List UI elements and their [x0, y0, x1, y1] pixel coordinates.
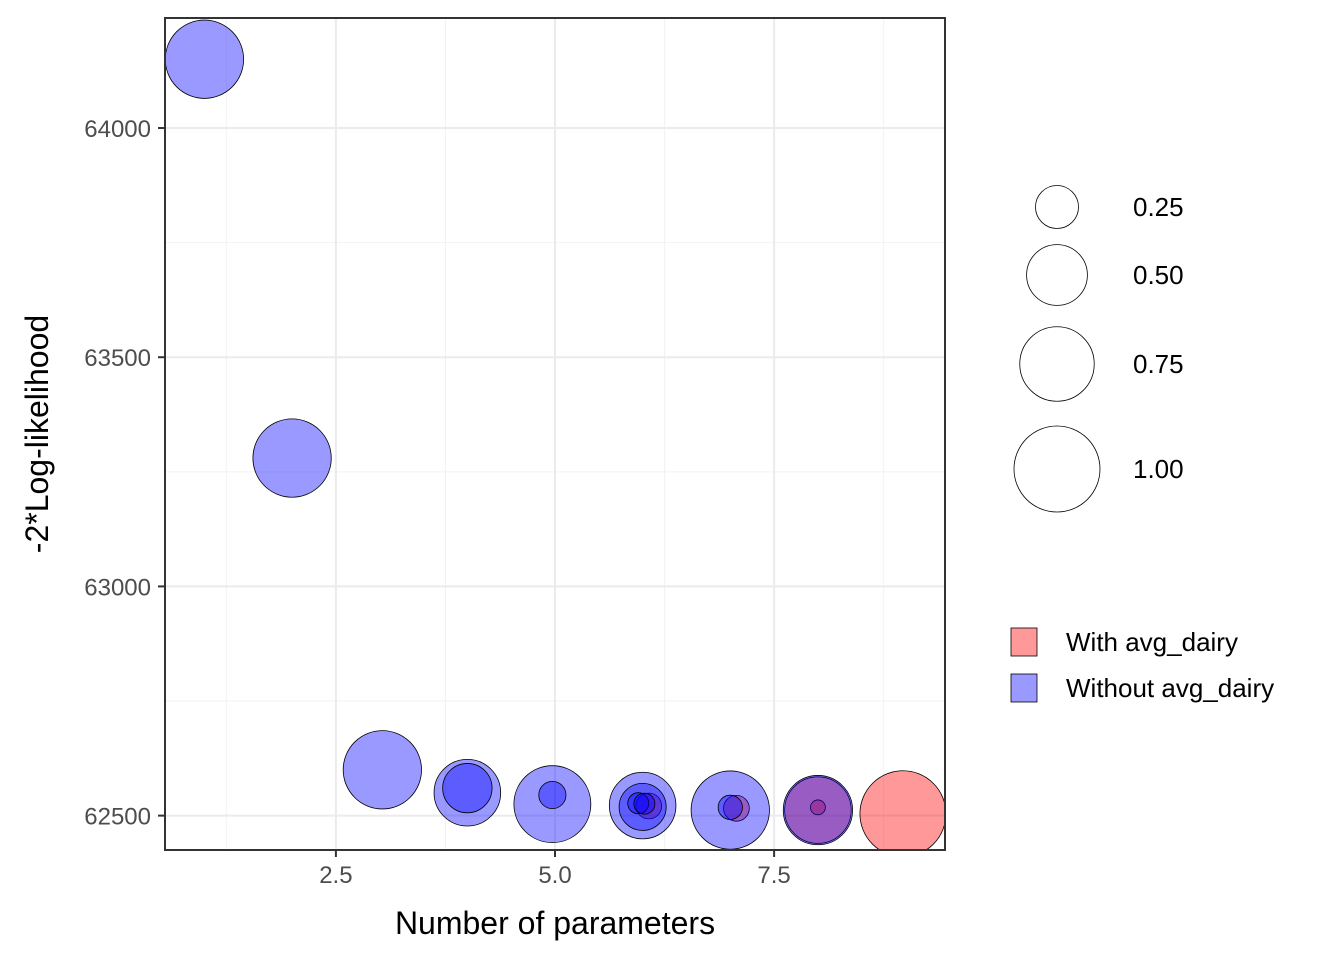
size-legend-key — [1035, 185, 1079, 229]
point-with-avg-dairy — [784, 776, 852, 844]
data-points — [165, 19, 945, 850]
y-tick-label: 62500 — [84, 804, 151, 831]
y-axis-title: -2*Log-likelihood — [19, 315, 55, 553]
x-tick-label: 7.5 — [757, 862, 790, 889]
color-legend: With avg_dairy Without avg_dairy — [1010, 627, 1274, 703]
y-tick-label: 63500 — [84, 345, 151, 372]
point-with-avg-dairy — [723, 794, 750, 822]
point-without-avg-dairy — [342, 730, 422, 810]
point-without-avg-dairy — [538, 780, 567, 809]
point-without-avg-dairy — [513, 765, 592, 844]
point-with-avg-dairy — [810, 799, 826, 816]
size-legend-label: 0.25 — [1133, 192, 1184, 222]
color-legend-key — [1010, 627, 1038, 657]
size-legend-key — [1019, 326, 1095, 402]
point-without-avg-dairy — [618, 782, 667, 831]
point-without-avg-dairy — [782, 775, 853, 846]
point-without-avg-dairy — [433, 758, 502, 827]
point-without-avg-dairy — [165, 19, 245, 99]
point-with-avg-dairy — [859, 770, 945, 850]
size-legend-key — [1026, 244, 1088, 306]
size-legend-label: 1.00 — [1133, 454, 1184, 484]
x-axis-ticks: 2.5 5.0 7.5 — [319, 850, 791, 889]
color-legend-label: Without avg_dairy — [1066, 673, 1274, 703]
major-gridlines — [165, 18, 945, 850]
x-tick-label: 5.0 — [538, 862, 571, 889]
point-without-avg-dairy — [717, 794, 743, 820]
point-without-avg-dairy — [608, 771, 677, 840]
size-legend-label: 0.50 — [1133, 260, 1184, 290]
color-legend-key — [1010, 673, 1038, 703]
size-legend-label: 0.75 — [1133, 349, 1184, 379]
color-legend-label: With avg_dairy — [1066, 627, 1238, 657]
point-without-avg-dairy — [442, 763, 493, 814]
point-without-avg-dairy — [633, 792, 656, 815]
x-tick-label: 2.5 — [319, 862, 352, 889]
point-without-avg-dairy — [627, 792, 650, 815]
y-axis-ticks: 62500 63000 63500 64000 — [84, 116, 165, 831]
y-tick-label: 63000 — [84, 574, 151, 601]
x-axis-title: Number of parameters — [395, 905, 715, 941]
point-without-avg-dairy — [252, 418, 332, 498]
size-legend: 0.25 0.50 0.75 1.00 — [1013, 185, 1184, 513]
y-tick-label: 64000 — [84, 116, 151, 143]
size-legend-key — [1013, 425, 1101, 513]
